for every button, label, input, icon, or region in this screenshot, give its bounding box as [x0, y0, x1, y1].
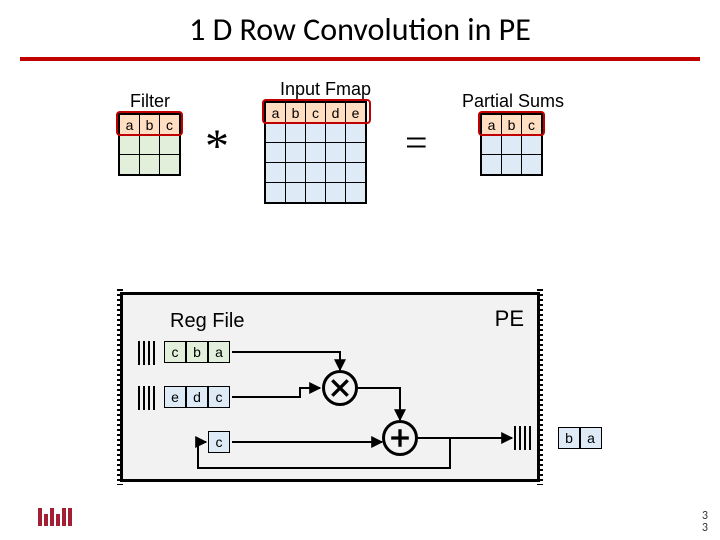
add-node-icon: [382, 420, 418, 456]
mit-logo-icon: [38, 508, 72, 526]
page-title: 1 D Row Convolution in PE: [0, 0, 720, 57]
psum-grid: abc: [480, 113, 543, 176]
equals-operator: =: [405, 119, 428, 166]
filter-label: Filter: [130, 91, 170, 112]
multiply-node-icon: [322, 370, 358, 406]
pe-box: Reg File PE cba edc c ba: [120, 292, 540, 482]
filter-grid: abc: [118, 113, 181, 176]
output-reg: ba: [558, 427, 602, 449]
fmap-label: Input Fmap: [280, 79, 371, 100]
equation-row: Filter abc * Input Fmap abcde = Partial …: [0, 79, 720, 229]
conv-operator: *: [205, 119, 229, 174]
psum-label: Partial Sums: [462, 91, 564, 112]
title-rule: [20, 57, 700, 61]
fmap-grid: abcde: [264, 101, 367, 204]
page-number: 33: [702, 510, 708, 534]
hatch-icon: [514, 426, 534, 450]
